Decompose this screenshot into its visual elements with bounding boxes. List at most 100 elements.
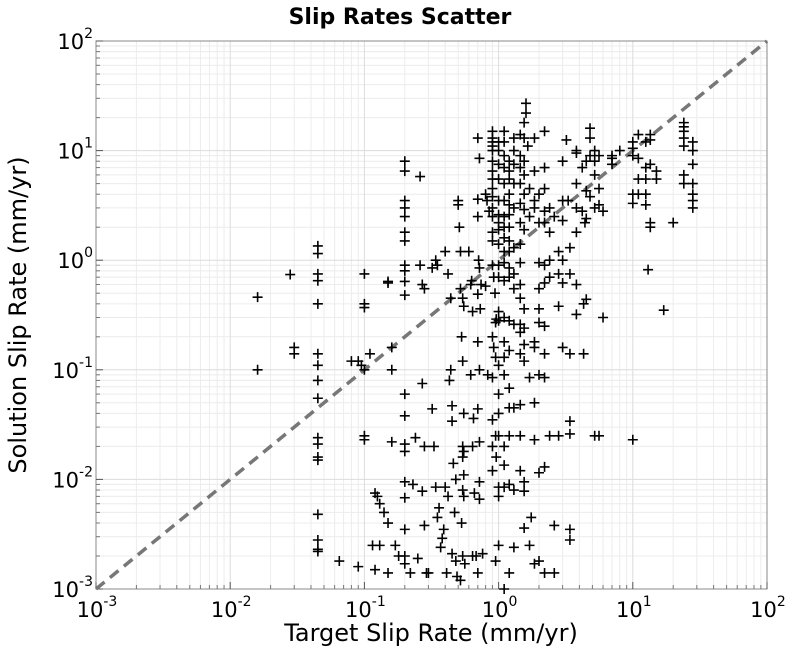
scatter-point [474, 262, 485, 273]
scatter-point [515, 217, 526, 228]
x-tick-label: 102 [750, 594, 786, 622]
scatter-point [645, 222, 656, 233]
scatter-point [493, 315, 504, 326]
scatter-point [581, 294, 592, 305]
scatter-point [493, 272, 504, 283]
y-tick-label: 10-3 [52, 574, 93, 602]
scatter-point [252, 364, 263, 375]
scatter-point [504, 383, 515, 394]
scatter-point [399, 524, 410, 535]
scatter-point [480, 189, 491, 200]
scatter-point [524, 183, 535, 194]
scatter-point [640, 174, 651, 185]
scatter-point [598, 312, 609, 323]
scatter-point [472, 336, 483, 347]
scatter-point [432, 512, 443, 523]
scatter-point [440, 246, 451, 257]
scatter-point [415, 171, 426, 182]
scatter-point [459, 558, 470, 569]
scatter-point [533, 303, 544, 314]
scatter-point [589, 169, 600, 180]
scatter-point [589, 145, 600, 156]
scatter-point [515, 465, 526, 476]
x-axis-tick-labels: 10-3 10-2 10-1 100 101 102 [77, 594, 786, 622]
scatter-point [447, 548, 458, 559]
scatter-point [553, 246, 564, 257]
scatter-point [457, 551, 468, 562]
scatter-point [399, 410, 410, 421]
scatter-point [640, 199, 651, 210]
scatter-point [515, 348, 526, 359]
scatter-point [539, 372, 550, 383]
x-tick-label: 10-2 [211, 594, 252, 622]
scatter-point [504, 479, 515, 490]
scatter-point [571, 309, 582, 320]
scatter-point [529, 133, 540, 144]
scatter-point [312, 375, 323, 386]
scatter-point [557, 156, 568, 167]
scatter-point [493, 430, 504, 441]
scatter-point [383, 518, 394, 529]
scatter-point [467, 441, 478, 452]
scatter-point [474, 436, 485, 447]
scatter-point [508, 242, 519, 253]
scatter-point [428, 441, 439, 452]
scatter-point [472, 403, 483, 414]
scatter-point [499, 352, 510, 363]
scatter-point [374, 498, 385, 509]
scatter-point [594, 199, 605, 210]
scatter-point [412, 553, 423, 564]
scatter-point [399, 211, 410, 222]
scatter-point [455, 283, 466, 294]
y-tick-label: 10-2 [52, 464, 93, 492]
scatter-point [627, 198, 638, 209]
scatter-point [474, 364, 485, 375]
scatter-point [383, 567, 394, 578]
scatter-point [487, 156, 498, 167]
scatter-point [399, 166, 410, 177]
scatter-point [312, 455, 323, 466]
scatter-point [533, 189, 544, 200]
scatter-point [557, 277, 568, 288]
scatter-point [533, 257, 544, 268]
scatter-point [447, 400, 458, 411]
scatter-point [440, 482, 451, 493]
scatter-point [443, 268, 454, 279]
scatter-point [399, 476, 410, 487]
scatter-point [441, 567, 452, 578]
scatter-point [487, 235, 498, 246]
scatter-point [499, 232, 510, 243]
scatter-point [504, 222, 515, 233]
x-tick-label: 100 [482, 594, 518, 622]
scatter-point [493, 408, 504, 419]
scatter-point [640, 189, 651, 200]
scatter-point [564, 348, 575, 359]
scatter-point [508, 202, 519, 213]
scatter-point [529, 434, 540, 445]
scatter-point [487, 441, 498, 452]
scatter-point [474, 153, 485, 164]
scatter-point [312, 439, 323, 450]
scatter-point [312, 546, 323, 557]
scatter-point [457, 485, 468, 496]
scatter-point [482, 195, 493, 206]
scatter-point [529, 202, 540, 213]
scatter-point [519, 303, 530, 314]
scatter-point [447, 416, 458, 427]
scatter-point [519, 523, 530, 534]
scatter-point [465, 369, 476, 380]
scatter-point [399, 558, 410, 569]
scatter-point [487, 191, 498, 202]
scatter-point [687, 159, 698, 170]
scatter-point [519, 117, 530, 128]
scatter-point [499, 126, 510, 137]
scatter-point [252, 292, 263, 303]
scatter-point [515, 399, 526, 410]
scatter-point [519, 323, 530, 334]
scatter-point [581, 213, 592, 224]
scatter-point [564, 524, 575, 535]
scatter-point [520, 98, 531, 109]
scatter-point [474, 494, 485, 505]
scatter-point [519, 189, 530, 200]
